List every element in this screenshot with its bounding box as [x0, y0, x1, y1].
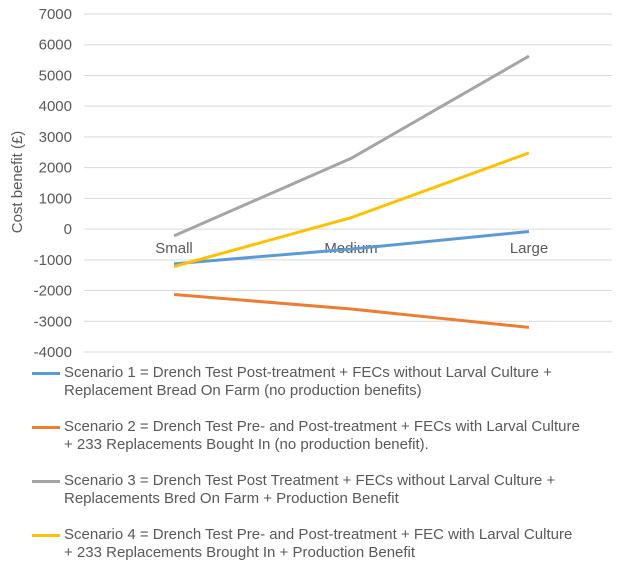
y-tick-label: -4000 [34, 344, 72, 360]
y-tick-label: 2000 [39, 160, 72, 177]
legend: Scenario 1 = Drench Test Post-treatment … [32, 364, 632, 580]
y-tick-label: 3000 [39, 129, 72, 146]
y-axis-tick-labels: 7000 6000 5000 4000 3000 2000 1000 0 -1000 -2000 -… [34, 6, 72, 360]
legend-item-scenario-2: Scenario 2 = Drench Test Pre- and Post-t… [32, 418, 632, 454]
y-tick-label: 1000 [39, 190, 72, 207]
legend-label: Scenario 4 = Drench Test Pre- and Post-t… [64, 526, 573, 561]
legend-label: Scenario 3 = Drench Test Post Treatment … [64, 472, 556, 507]
gridlines [84, 13, 612, 353]
legend-item-scenario-1: Scenario 1 = Drench Test Post-treatment … [32, 364, 632, 400]
y-tick-label: 0 [64, 221, 72, 238]
x-tick-label: Large [510, 240, 548, 257]
series-line-scenario-2 [173, 293, 530, 329]
legend-item-scenario-4: Scenario 4 = Drench Test Pre- and Post-t… [32, 526, 632, 562]
series-line-scenario-4 [173, 151, 530, 269]
y-tick-label: 5000 [39, 67, 72, 84]
series-lines [173, 54, 530, 329]
legend-swatch [32, 480, 60, 483]
y-tick-label: -2000 [34, 283, 72, 300]
series-line-scenario-3 [173, 54, 530, 238]
y-tick-label: -1000 [34, 252, 72, 269]
legend-label: Scenario 2 = Drench Test Pre- and Post-t… [64, 418, 580, 453]
y-axis-label: Cost benefit (£) [9, 131, 26, 234]
y-tick-label: 4000 [39, 98, 72, 115]
legend-item-scenario-3: Scenario 3 = Drench Test Post Treatment … [32, 472, 632, 508]
series-line-scenario-1 [173, 230, 530, 266]
y-tick-label: 7000 [39, 6, 72, 23]
y-tick-label: 6000 [39, 37, 72, 54]
legend-swatch [32, 372, 60, 375]
legend-swatch [32, 534, 60, 537]
line-chart: 7000 6000 5000 4000 3000 2000 1000 0 -1000 -2000 -… [9, 6, 612, 360]
legend-label: Scenario 1 = Drench Test Post-treatment … [64, 364, 552, 399]
legend-swatch [32, 426, 60, 429]
x-tick-label: Small [155, 240, 193, 257]
y-tick-label: -3000 [34, 313, 72, 330]
